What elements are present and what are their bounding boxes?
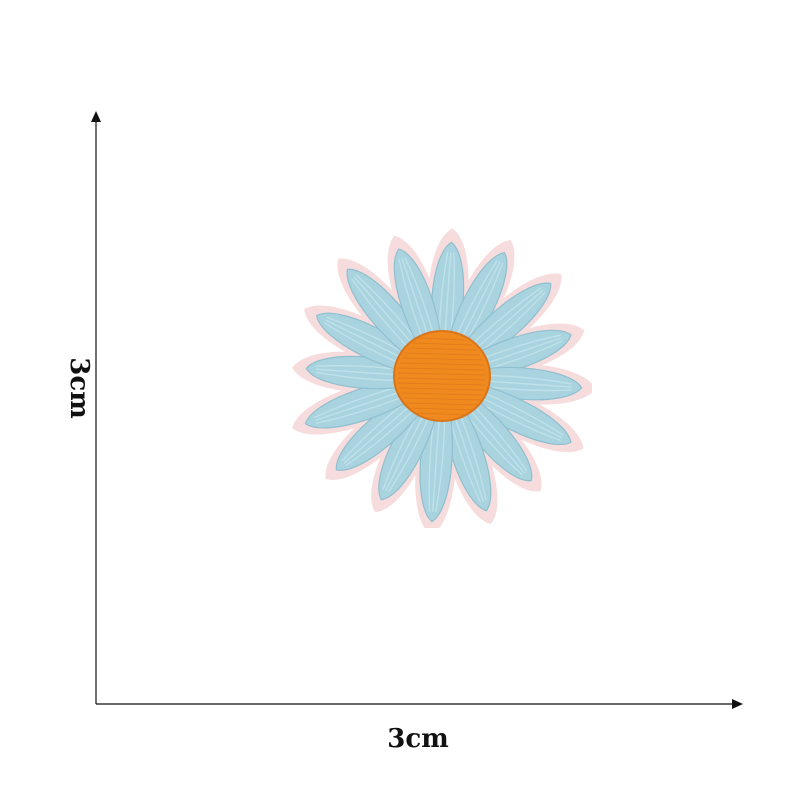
- horizontal-arrowhead-icon: [732, 699, 743, 709]
- flower-center: [393, 330, 491, 422]
- height-label: 3cm: [64, 357, 94, 419]
- width-label: 3cm: [387, 724, 449, 754]
- daisy-patch-icon: [292, 228, 592, 528]
- center-texture: [398, 337, 486, 416]
- vertical-arrowhead-icon: [91, 111, 101, 122]
